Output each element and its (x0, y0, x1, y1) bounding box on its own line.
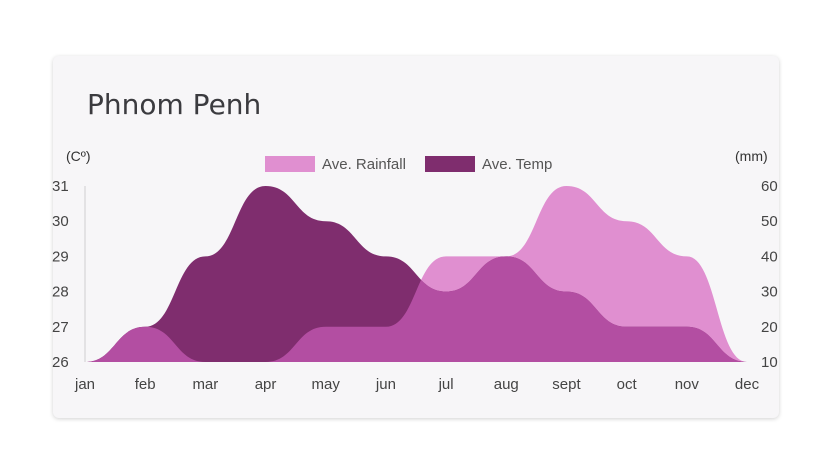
x-tick-label: nov (675, 376, 700, 393)
right-tick-label: 20 (761, 319, 778, 336)
right-axis-label: (mm) (735, 148, 768, 164)
right-tick-label: 40 (761, 248, 778, 265)
right-axis-ticks: 10 20 30 40 50 60 (761, 178, 778, 371)
x-tick-label: apr (255, 376, 277, 393)
left-tick-label: 31 (52, 178, 69, 195)
right-tick-label: 60 (761, 178, 778, 195)
legend-swatch (425, 156, 475, 172)
x-tick-label: mar (192, 376, 218, 393)
legend-label: Ave. Rainfall (322, 156, 406, 173)
left-tick-label: 27 (52, 319, 69, 336)
left-axis-ticks: 26 27 28 29 30 31 (52, 178, 69, 371)
chart-title: Phnom Penh (87, 88, 262, 121)
x-tick-label: sept (552, 376, 581, 393)
right-tick-label: 50 (761, 213, 778, 230)
left-tick-label: 28 (52, 284, 69, 301)
right-tick-label: 30 (761, 284, 778, 301)
x-axis-ticks: jan feb mar apr may jun jul aug sept oct nov dec (74, 376, 760, 393)
left-axis-label: (Cº) (66, 148, 91, 164)
right-tick-label: 10 (761, 354, 778, 371)
x-tick-label: oct (617, 376, 638, 393)
x-tick-label: jan (74, 376, 95, 393)
x-tick-label: feb (135, 376, 156, 393)
x-tick-label: aug (494, 376, 519, 393)
chart-areas (85, 186, 747, 362)
legend-swatch (265, 156, 315, 172)
legend: Ave. Rainfall Ave. Temp (265, 156, 552, 173)
x-tick-label: dec (735, 376, 760, 393)
legend-label: Ave. Temp (482, 156, 552, 173)
x-tick-label: jul (438, 376, 454, 393)
left-tick-label: 30 (52, 213, 69, 230)
x-tick-label: jun (375, 376, 396, 393)
left-tick-label: 29 (52, 248, 69, 265)
left-tick-label: 26 (52, 354, 69, 371)
x-tick-label: may (312, 376, 341, 393)
